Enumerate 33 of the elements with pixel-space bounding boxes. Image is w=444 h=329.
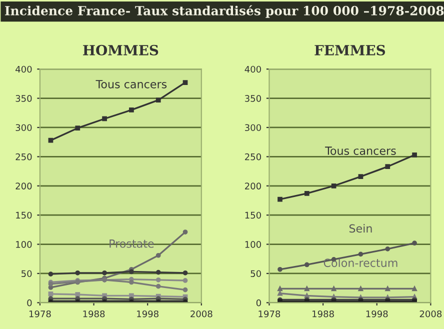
y-tick-label: 300 [16,124,32,132]
x-tick-label: 1998 [137,310,158,318]
y-tick-label: 0 [256,299,261,306]
y-tick-label: 250 [16,153,32,160]
y-tick-label: 50 [250,270,261,278]
y-tick-label: 300 [245,124,261,132]
x-tick-label: 1978 [258,310,280,318]
series-label: Sein [349,224,372,233]
y-tick-label: 150 [245,212,261,219]
x-tick-label: 2008 [420,310,442,318]
x-tick-label: 1978 [29,310,51,318]
text: Incidence France- Taux standardisés pour 100 000 –1978-2008 [5,5,444,18]
y-tick-label: 200 [245,182,261,190]
y-tick-label: 250 [245,153,261,160]
x-tick-label: 1988 [312,310,334,318]
chart-title: HOMMES [83,44,158,56]
y-tick-label: 350 [16,95,32,102]
series-label: Tous cancers [325,146,396,155]
x-tick-label: 2008 [190,310,212,318]
y-tick-label: 150 [16,212,32,219]
y-tick-label: 350 [245,95,261,102]
series-label: Tous cancers [96,80,167,88]
y-tick-label: 50 [22,270,32,278]
y-tick-label: 100 [245,241,261,248]
x-tick-label: 1998 [366,310,388,318]
y-tick-label: 400 [16,66,32,73]
y-tick-label: 400 [244,66,261,73]
x-tick-label: 1988 [83,310,105,318]
y-tick-label: 200 [16,182,32,190]
y-tick-label: 0 [27,299,32,306]
series-label: Colon-rectum [324,258,398,268]
chart-title: FEMMES [314,44,386,56]
y-tick-label: 100 [16,241,32,248]
